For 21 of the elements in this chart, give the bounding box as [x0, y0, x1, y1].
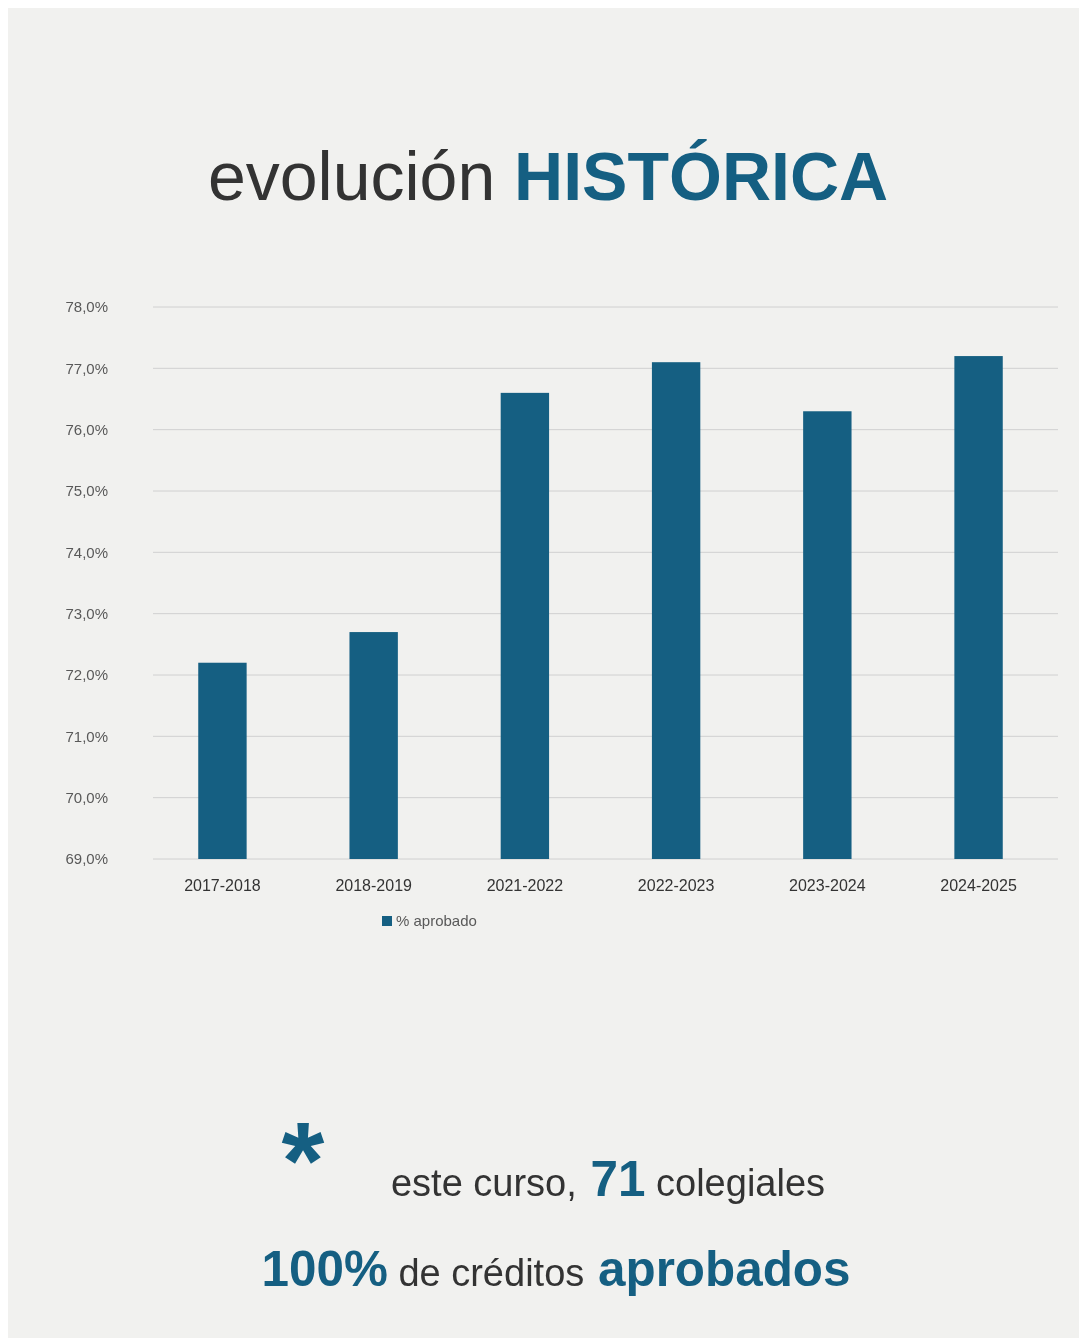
y-tick-label: 76,0%: [65, 420, 108, 438]
y-tick-label: 75,0%: [65, 482, 108, 500]
legend-label: % aprobado: [396, 912, 477, 930]
x-tick-label: 2018-2019: [335, 877, 413, 894]
x-tick-label: 2021-2022: [486, 877, 564, 894]
y-tick-label: 70,0%: [65, 788, 108, 806]
x-tick-label: 2024-2025: [940, 877, 1017, 894]
x-tick-label: 2017-2018: [184, 877, 261, 894]
text: este curso, 71 colegiales: [390, 1151, 826, 1206]
y-tick-label: 77,0%: [65, 359, 108, 377]
y-tick-label: 72,0%: [65, 666, 108, 684]
text: *: [281, 1098, 325, 1221]
chart-title: evolución HISTÓRICA: [207, 138, 889, 214]
x-tick-label: 2022-2023: [637, 877, 715, 894]
y-tick-label: 73,0%: [65, 604, 108, 622]
text: 100% de créditos aprobados: [261, 1241, 851, 1296]
y-tick-label: 71,0%: [65, 727, 108, 745]
y-tick-label: 69,0%: [65, 850, 108, 868]
y-tick-label: 74,0%: [65, 543, 108, 561]
y-tick-label: 78,0%: [65, 298, 108, 316]
x-tick-label: 2023-2024: [789, 877, 866, 894]
